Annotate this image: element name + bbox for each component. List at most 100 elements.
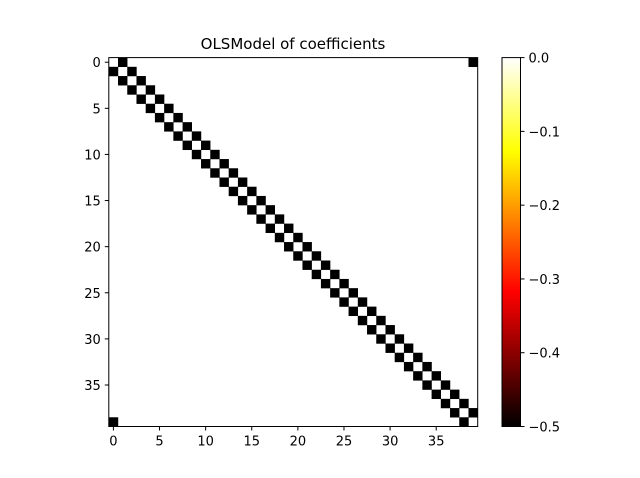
heatmap-cell <box>191 131 202 141</box>
y-tick-label: 15 <box>84 195 101 210</box>
y-tick-label: 20 <box>84 241 101 256</box>
heatmap-cell <box>413 352 423 363</box>
plot-area <box>108 57 479 427</box>
heatmap-cell <box>118 57 128 68</box>
heatmap-cell <box>422 380 432 390</box>
heatmap-cell <box>154 94 165 104</box>
y-tick-label: 25 <box>84 287 101 302</box>
heatmap-cell <box>459 417 469 427</box>
heatmap-cell <box>145 85 156 95</box>
heatmap-cell <box>191 149 202 160</box>
heatmap-cell <box>173 112 183 123</box>
heatmap-cell <box>348 306 358 317</box>
heatmap-cell <box>228 186 239 197</box>
x-tick-label: 15 <box>243 435 260 450</box>
heatmap-cell <box>201 140 211 151</box>
colorbar-frame <box>501 57 521 427</box>
colorbar-gradient <box>502 57 521 427</box>
heatmap-cell <box>348 288 358 298</box>
heatmap-cell <box>136 94 146 104</box>
heatmap-cell <box>274 232 285 243</box>
heatmap-cell <box>330 269 340 280</box>
heatmap-cell <box>219 159 229 169</box>
y-tick-label: 30 <box>84 333 101 348</box>
heatmap-cell <box>237 195 248 206</box>
heatmap-cell <box>154 112 165 123</box>
colorbar-tick-label: −0.3 <box>529 273 561 288</box>
x-tick-label: 35 <box>428 435 445 450</box>
colorbar-tick-label: 0.0 <box>529 52 550 67</box>
heatmap-cell <box>302 260 312 270</box>
colorbar-tick-label: −0.4 <box>529 347 561 362</box>
x-tick-label: 10 <box>197 435 214 450</box>
y-tick-label: 35 <box>84 379 101 394</box>
heatmap-cell <box>320 260 331 270</box>
heatmap-cell <box>450 408 460 418</box>
colorbar-tick-label: −0.1 <box>529 125 561 140</box>
heatmap-cell <box>367 325 377 335</box>
heatmap-cell <box>284 223 294 234</box>
colorbar-tick-label: −0.2 <box>529 199 561 214</box>
heatmap-cell <box>210 168 220 178</box>
heatmap-cell <box>219 177 229 187</box>
heatmap-cell <box>247 186 257 197</box>
heatmap-cell <box>440 380 451 390</box>
heatmap-cell <box>330 288 340 298</box>
heatmap-cell <box>357 297 368 307</box>
heatmap-cell <box>136 76 146 86</box>
colorbar: 0.0 −0.1 −0.2 −0.3 −0.4 −0.5 <box>501 52 561 436</box>
heatmap-cell <box>394 334 405 344</box>
colorbar-ticks: 0.0 −0.1 −0.2 −0.3 −0.4 −0.5 <box>520 52 561 436</box>
heatmap-cell <box>127 85 137 95</box>
y-axis: 0 5 10 15 20 25 30 35 <box>84 56 109 394</box>
y-tick-label: 10 <box>84 148 101 163</box>
heatmap-cell <box>385 325 395 335</box>
heatmap-cell <box>385 343 395 353</box>
heatmap-cell <box>339 297 349 307</box>
heatmap-cell <box>468 408 478 418</box>
colorbar-tick-label: −0.5 <box>529 421 561 436</box>
heatmap-cell <box>127 66 137 77</box>
heatmap-cell <box>376 315 386 326</box>
heatmap-cell <box>247 205 257 215</box>
x-tick-label: 25 <box>336 435 353 450</box>
heatmap-cell <box>201 159 211 169</box>
x-tick-label: 30 <box>382 435 399 450</box>
heatmap-cell <box>367 306 377 317</box>
heatmap-cell <box>118 76 128 86</box>
heatmap-cell <box>440 398 451 409</box>
heatmap-cell <box>403 361 414 372</box>
heatmap-cell <box>459 398 469 409</box>
x-tick-label: 5 <box>155 435 163 450</box>
heatmap-cell <box>164 103 174 114</box>
heatmap-cell <box>431 371 442 381</box>
heatmap-cell <box>431 389 442 400</box>
heatmap-cell <box>210 149 220 160</box>
y-tick-label: 5 <box>93 102 101 117</box>
heatmap-cell <box>450 389 460 400</box>
heatmap-cell <box>182 140 192 151</box>
heatmap-cell <box>403 343 414 353</box>
heatmap-cell <box>293 251 303 261</box>
heatmap-cell <box>302 242 312 252</box>
chart-title: OLSModel of coefficients <box>201 35 386 53</box>
heatmap-cell <box>422 361 432 372</box>
x-tick-label: 0 <box>109 435 117 450</box>
x-tick-label: 20 <box>290 435 307 450</box>
heatmap-cell <box>173 131 183 141</box>
heatmap-cell <box>357 315 368 326</box>
heatmap-cell <box>468 57 478 68</box>
heatmap-cell <box>182 122 192 132</box>
heatmap-cells <box>108 57 478 427</box>
heatmap-cell <box>237 177 248 187</box>
plot-frame <box>108 57 479 427</box>
x-axis: 0 5 10 15 20 25 30 35 <box>109 426 445 450</box>
heatmap-cell <box>311 251 322 261</box>
heatmap-cell <box>164 122 174 132</box>
heatmap-cell <box>265 223 275 234</box>
heatmap-cell <box>228 168 239 178</box>
y-tick-label: 0 <box>93 56 101 71</box>
heatmap-cell <box>339 278 349 289</box>
heatmap-cell <box>256 214 266 224</box>
heatmap-cell <box>108 66 119 77</box>
